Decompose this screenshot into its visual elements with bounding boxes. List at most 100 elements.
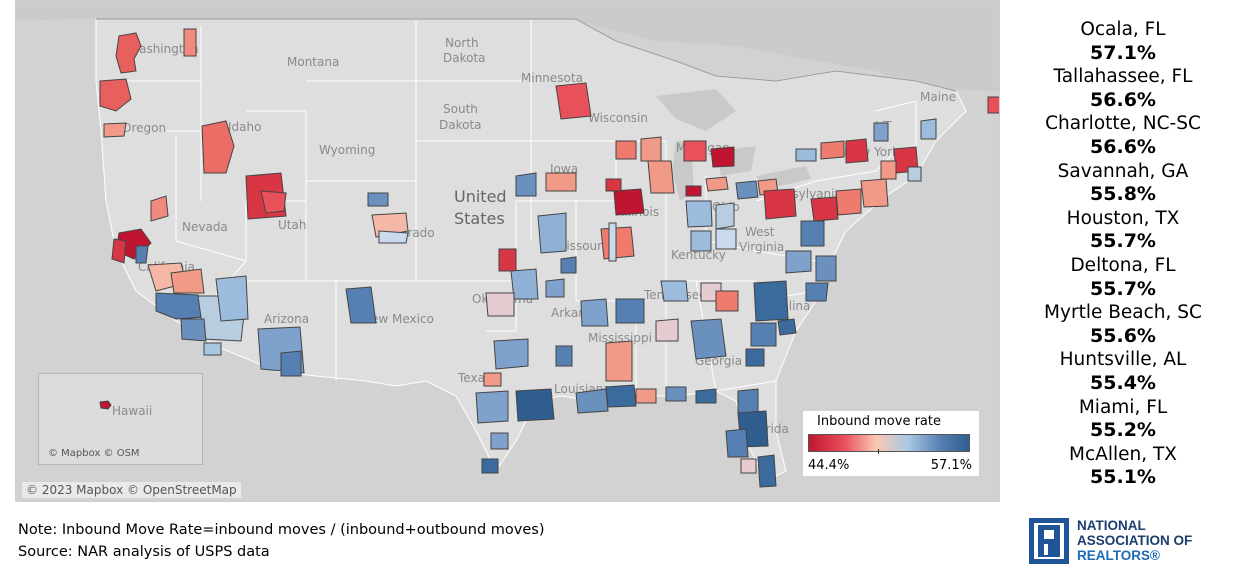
metro-corpus bbox=[490, 432, 509, 450]
region-label-west-virginia-1: West bbox=[745, 225, 775, 239]
region-label-montana: Montana bbox=[287, 55, 339, 69]
ranking-value: 57.1% bbox=[1090, 41, 1156, 64]
metro-charlotte bbox=[753, 280, 789, 322]
metro-portland-me bbox=[920, 118, 937, 140]
inset-attribution[interactable]: © Mapbox © OSM bbox=[48, 448, 140, 459]
metro-des-moines bbox=[545, 172, 577, 192]
region-label-oregon: Oregon bbox=[122, 121, 166, 135]
metro-savannah bbox=[745, 348, 765, 367]
hawaii-inset: Hawaii © Mapbox © OSM bbox=[38, 373, 203, 465]
region-label-kentucky: Kentucky bbox=[671, 248, 726, 262]
ranking-item: Huntsville, AL 55.4% bbox=[1010, 348, 1236, 395]
metro-montgomery bbox=[605, 340, 633, 382]
metro-portland bbox=[99, 78, 132, 112]
metro-grand-rapids bbox=[683, 140, 707, 162]
country-label-line2: States bbox=[454, 209, 505, 228]
color-legend: Inbound move rate 44.4% 57.1% bbox=[803, 411, 979, 476]
ranking-city: Savannah, GA bbox=[1057, 160, 1189, 182]
footnotes: Note: Inbound Move Rate=inbound moves / … bbox=[18, 519, 545, 563]
metro-naples bbox=[740, 458, 757, 474]
region-label-wyoming: Wyoming bbox=[319, 143, 375, 157]
ranking-value: 55.8% bbox=[1090, 183, 1156, 206]
ranking-city: Tallahassee, FL bbox=[1053, 66, 1193, 88]
metro-lexington bbox=[715, 228, 737, 250]
metro-toledo bbox=[685, 185, 702, 197]
metro-hartford bbox=[880, 160, 897, 180]
metro-gulfport bbox=[635, 388, 657, 404]
metro-milwaukee bbox=[640, 136, 662, 162]
metro-yuma bbox=[203, 342, 222, 356]
metro-new-orleans bbox=[605, 384, 637, 408]
region-label-washington: Washington bbox=[128, 42, 199, 56]
metro-la bbox=[155, 292, 205, 320]
region-label-new-mexico: New Mexico bbox=[362, 312, 434, 326]
metro-wilmington bbox=[805, 282, 829, 302]
us-metro-map[interactable]: Washington Oregon Idaho Montana Wyoming … bbox=[15, 0, 1000, 502]
metro-chicago bbox=[613, 188, 645, 216]
metro-jackson bbox=[555, 345, 573, 367]
metro-columbus bbox=[705, 176, 729, 192]
metro-fayetteville bbox=[545, 278, 565, 298]
metro-columbia bbox=[750, 322, 777, 347]
ranking-item: McAllen, TX 55.1% bbox=[1010, 443, 1236, 490]
top-metros-ranking: Ocala, FL 57.1% Tallahassee, FL 56.6% Charlo… bbox=[1010, 18, 1236, 490]
metro-huntsville bbox=[715, 290, 739, 312]
metro-kansas-city bbox=[537, 212, 567, 254]
metro-miami bbox=[757, 454, 777, 488]
region-label-utah: Utah bbox=[278, 218, 306, 232]
hawaii-metro-marker bbox=[99, 400, 112, 410]
region-label-north-dakota-2: Dakota bbox=[443, 51, 486, 65]
metro-provo bbox=[260, 190, 287, 214]
metro-atlanta bbox=[690, 318, 727, 360]
metro-peoria bbox=[608, 222, 617, 262]
ranking-item: Myrtle Beach, SC 55.6% bbox=[1010, 301, 1236, 348]
metro-austin bbox=[475, 390, 509, 424]
logo-line-1: NATIONAL bbox=[1077, 518, 1146, 533]
region-label-mississippi: Mississippi bbox=[588, 331, 652, 345]
metro-omaha bbox=[515, 172, 537, 197]
note-text: Note: Inbound Move Rate=inbound moves / … bbox=[18, 522, 545, 538]
metro-st-louis bbox=[600, 226, 635, 260]
metro-baltimore bbox=[810, 196, 839, 222]
metro-little-rock bbox=[580, 298, 609, 327]
region-label-texas: Texas bbox=[457, 371, 491, 385]
ranking-city: Charlotte, NC-SC bbox=[1045, 113, 1201, 135]
metro-dayton bbox=[715, 202, 735, 230]
ranking-value: 55.4% bbox=[1090, 371, 1156, 394]
nar-logo: NATIONAL ASSOCIATION OF REALTORS® bbox=[1029, 518, 1229, 566]
metro-nashville bbox=[660, 280, 689, 302]
metro-seattle bbox=[115, 32, 142, 74]
metro-birmingham bbox=[655, 318, 679, 342]
metro-bakersfield bbox=[170, 268, 205, 294]
region-label-west-virginia-2: Virginia bbox=[739, 240, 784, 254]
metro-baton-rouge bbox=[575, 388, 609, 414]
metro-maine-coast bbox=[987, 96, 999, 114]
region-label-missouri: Missouri bbox=[556, 239, 605, 253]
legend-gradient bbox=[808, 434, 970, 452]
map-attribution[interactable]: © 2023 Mapbox © OpenStreetMap bbox=[22, 482, 241, 498]
legend-title: Inbound move rate bbox=[817, 414, 941, 429]
metro-albany bbox=[845, 138, 869, 164]
ranking-city: Huntsville, AL bbox=[1059, 349, 1187, 371]
metro-sf bbox=[111, 238, 127, 264]
metro-myrtle-beach bbox=[777, 318, 797, 336]
ranking-value: 55.7% bbox=[1090, 230, 1156, 253]
metro-cleveland bbox=[735, 180, 759, 200]
metro-louisville bbox=[690, 230, 712, 252]
region-label-nevada: Nevada bbox=[182, 220, 228, 234]
metro-dallas bbox=[493, 338, 529, 370]
metro-providence bbox=[907, 166, 922, 182]
hawaii-label: Hawaii bbox=[112, 404, 153, 418]
ranking-value: 55.7% bbox=[1090, 277, 1156, 300]
metro-springfield-mo bbox=[560, 256, 577, 274]
metro-memphis bbox=[615, 298, 645, 324]
region-label-idaho: Idaho bbox=[228, 120, 261, 134]
metro-detroit bbox=[710, 146, 735, 168]
metro-syracuse bbox=[820, 140, 845, 160]
metro-boise bbox=[201, 120, 235, 174]
source-text: Source: NAR analysis of USPS data bbox=[18, 544, 270, 560]
metro-tampa bbox=[725, 428, 749, 458]
region-label-north-dakota-1: North bbox=[445, 36, 479, 50]
metro-eugene bbox=[103, 122, 127, 138]
region-label-minnesota: Minnesota bbox=[521, 71, 583, 85]
